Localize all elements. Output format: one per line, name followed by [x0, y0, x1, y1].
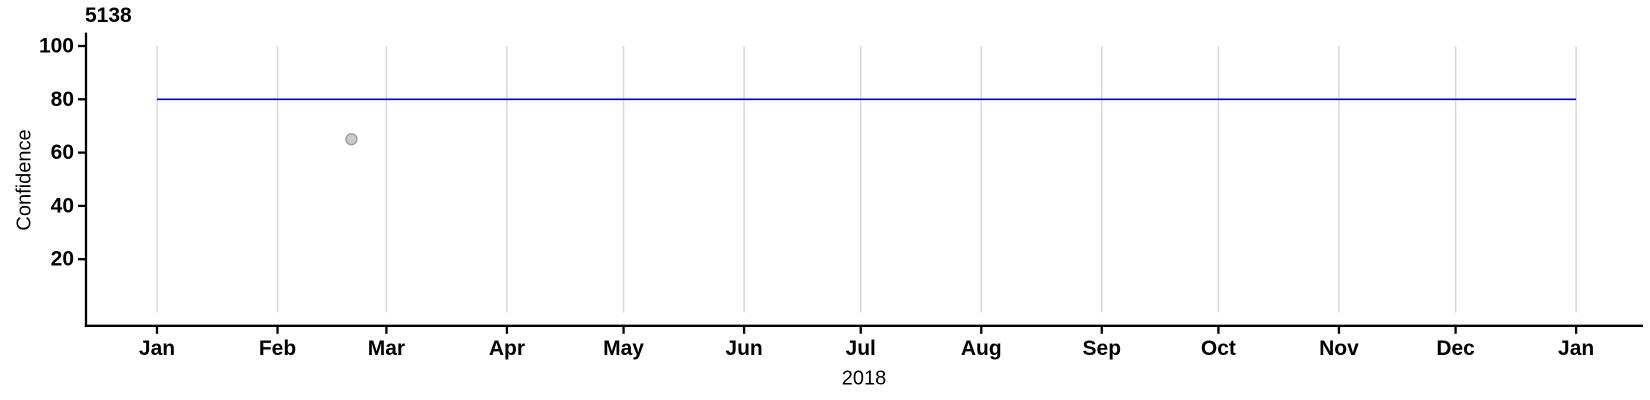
x-tick-label: May: [603, 337, 644, 360]
y-tick-label: 20: [51, 248, 74, 271]
x-axis-title: 2018: [841, 367, 887, 390]
x-tick-label: Jul: [846, 337, 876, 360]
x-tick-label: Jun: [725, 337, 762, 360]
y-tick-label: 60: [51, 141, 74, 164]
data-point: [345, 133, 358, 146]
y-tick-label: 40: [51, 194, 74, 217]
x-tick-label: Oct: [1201, 337, 1236, 360]
x-tick-label: Apr: [489, 337, 525, 360]
x-tick-label: Sep: [1083, 337, 1122, 360]
y-tick-label: 80: [51, 88, 74, 111]
chart-title: 5138: [85, 4, 132, 27]
x-tick-label: Nov: [1319, 337, 1359, 360]
x-tick-label: Mar: [368, 337, 405, 360]
x-tick-label: Aug: [961, 337, 1002, 360]
x-tick-label: Dec: [1436, 337, 1475, 360]
y-tick-label: 100: [39, 35, 74, 58]
x-tick-label: Jan: [1558, 337, 1594, 360]
x-tick-label: Jan: [139, 337, 175, 360]
x-tick-label: Feb: [259, 337, 296, 360]
